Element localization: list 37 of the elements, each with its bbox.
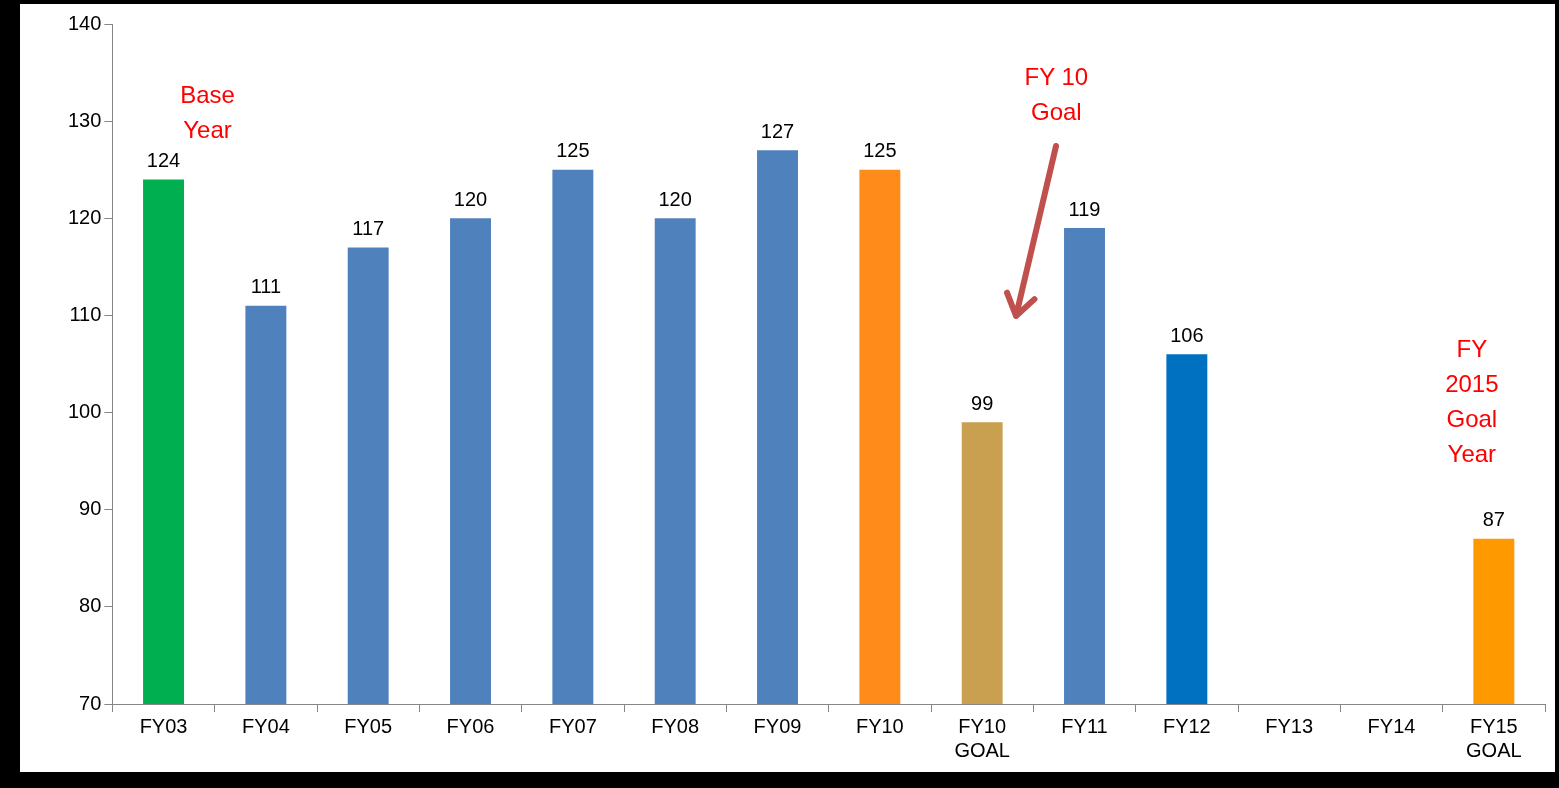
x-tick-label: FY15 GOAL xyxy=(1466,714,1522,761)
y-tick-label: 90 xyxy=(79,497,102,520)
x-tick-label: FY12 xyxy=(1162,714,1211,737)
data-label: 119 xyxy=(1068,197,1101,220)
annotation: Base Year xyxy=(180,81,235,144)
annotation: FY 10 Goal xyxy=(1024,63,1089,126)
data-label: 111 xyxy=(250,275,282,298)
data-label: 99 xyxy=(971,391,994,414)
y-tick-label: 70 xyxy=(79,691,102,714)
x-tick-label: FY06 xyxy=(446,714,495,737)
x-tick-label: FY05 xyxy=(344,714,393,737)
data-label: 125 xyxy=(863,139,897,162)
x-tick-label: FY08 xyxy=(651,714,700,737)
y-tick-label: 110 xyxy=(69,302,102,325)
annotation: FY 2015 Goal Year xyxy=(1445,335,1499,468)
x-tick-label: FY10 xyxy=(855,714,904,737)
x-tick-label: FY13 xyxy=(1265,714,1314,737)
data-label: 87 xyxy=(1482,508,1505,531)
data-label: 120 xyxy=(453,187,488,210)
y-tick-label: 140 xyxy=(67,11,102,34)
x-tick-label: FY14 xyxy=(1367,714,1416,737)
data-label: 117 xyxy=(352,216,385,239)
x-tick-label: FY10 GOAL xyxy=(954,714,1010,761)
x-tick-label: FY03 xyxy=(139,714,188,737)
y-tick-label: 130 xyxy=(67,108,102,131)
x-tick-label: FY04 xyxy=(241,714,290,737)
y-tick-label: 100 xyxy=(67,400,102,423)
x-tick-label: FY09 xyxy=(753,714,802,737)
y-tick-label: 80 xyxy=(79,594,102,617)
x-tick-label: FY11 xyxy=(1061,714,1108,737)
data-label: 106 xyxy=(1170,323,1204,346)
data-label: 124 xyxy=(146,148,181,171)
data-label: 120 xyxy=(658,187,692,210)
x-tick-label: FY07 xyxy=(548,714,597,737)
data-label: 125 xyxy=(556,139,590,162)
y-tick-label: 120 xyxy=(67,205,102,228)
data-label: 127 xyxy=(760,119,795,142)
